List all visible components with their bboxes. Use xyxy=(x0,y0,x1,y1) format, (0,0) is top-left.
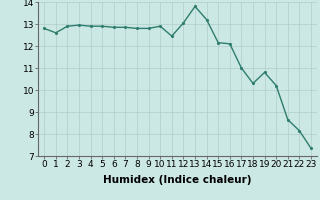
X-axis label: Humidex (Indice chaleur): Humidex (Indice chaleur) xyxy=(103,175,252,185)
